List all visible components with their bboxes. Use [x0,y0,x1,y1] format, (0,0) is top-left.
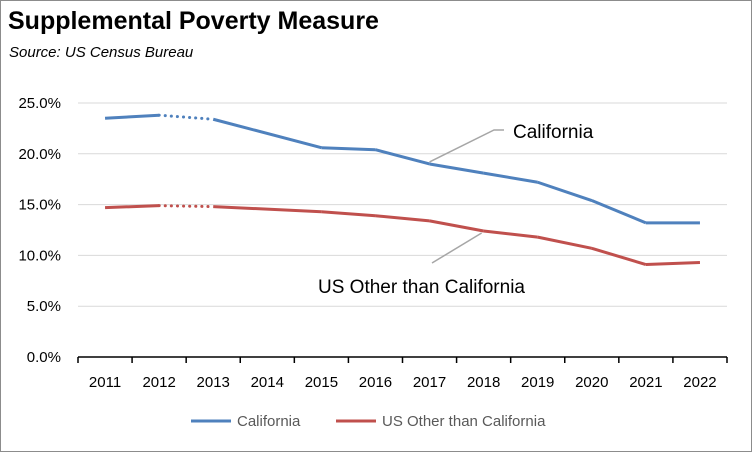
series-segment-california [483,171,538,184]
series-segment-us-other-than-california [104,204,160,210]
series-segment-us-other-than-california [645,261,701,267]
series-segment-us-other-than-california [321,210,376,218]
series-segment-california [212,117,322,150]
chart-title: Supplemental Poverty Measure [8,7,379,35]
x-tick-label: 2019 [521,374,554,391]
series-segment-california [537,180,593,202]
x-tick-label: 2018 [467,374,500,391]
y-tick-label: 15.0% [18,197,61,214]
annotation-leader-us-other [431,232,483,264]
series-segment-us-other-than-california [213,205,322,214]
x-tick-label: 2017 [413,374,446,391]
annotation-label-us-other: US Other than California [318,277,525,298]
x-tick-label: 2015 [305,374,338,391]
y-tick-label: 0.0% [27,349,61,366]
x-tick-label: 2022 [683,374,716,391]
series-segment-california [429,162,484,175]
x-tick-label: 2014 [251,374,284,391]
series-segment-california [591,199,647,225]
annotation-leader-california [429,129,504,163]
legend-label-california: California [237,413,301,430]
series-segment-us-other-than-california [375,214,430,223]
x-tick-label: 2020 [575,374,608,391]
chart-subtitle: Source: US Census Bureau [9,44,194,61]
series-segment-california [104,113,160,120]
x-tick-label: 2016 [359,374,392,391]
y-tick-label: 20.0% [18,146,61,163]
series-segment-california [157,113,215,121]
x-tick-label: 2013 [197,374,230,391]
y-tick-label: 10.0% [18,247,61,264]
series-segment-us-other-than-california [537,235,593,250]
series-segment-us-other-than-california [429,219,484,233]
annotation-label-california: California [513,122,594,143]
x-tick-label: 2021 [629,374,662,391]
x-tick-label: 2012 [142,374,175,391]
legend-label-us-other-than-california: US Other than California [382,413,546,430]
series-segment-us-other-than-california [483,229,538,239]
y-tick-label: 25.0% [18,95,61,112]
series-segment-us-other-than-california [591,246,647,266]
y-tick-label: 5.0% [27,298,61,315]
series-segment-us-other-than-california [157,204,215,209]
x-tick-label: 2011 [89,374,121,391]
series-segment-california [321,146,376,152]
series-segment-california [375,148,430,166]
